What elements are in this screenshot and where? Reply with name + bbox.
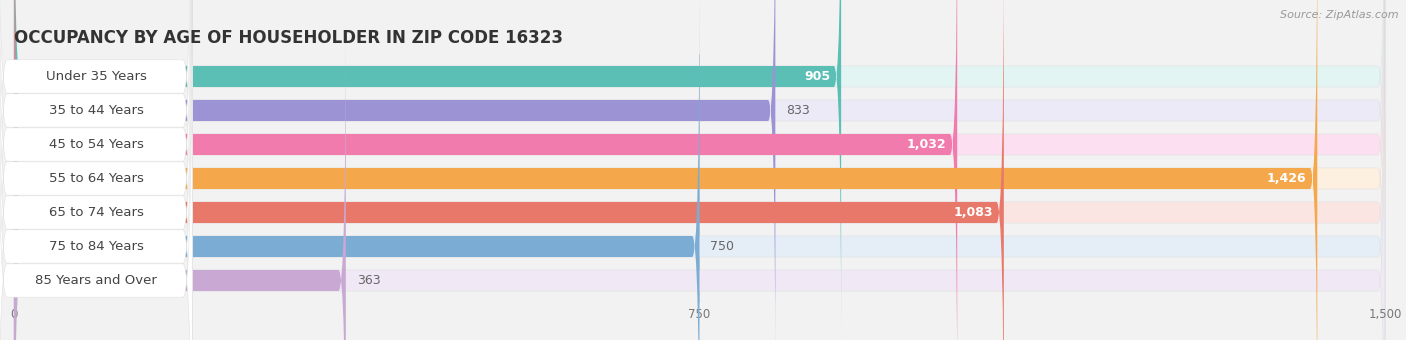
FancyBboxPatch shape <box>0 0 193 340</box>
FancyBboxPatch shape <box>0 0 193 340</box>
Text: 905: 905 <box>804 70 830 83</box>
FancyBboxPatch shape <box>0 0 193 340</box>
FancyBboxPatch shape <box>14 0 1385 340</box>
Text: 45 to 54 Years: 45 to 54 Years <box>49 138 143 151</box>
FancyBboxPatch shape <box>14 0 1317 340</box>
FancyBboxPatch shape <box>0 0 193 340</box>
Text: Source: ZipAtlas.com: Source: ZipAtlas.com <box>1281 10 1399 20</box>
Text: 1,426: 1,426 <box>1267 172 1306 185</box>
FancyBboxPatch shape <box>14 0 1385 340</box>
FancyBboxPatch shape <box>14 0 1385 340</box>
FancyBboxPatch shape <box>0 0 193 340</box>
Text: OCCUPANCY BY AGE OF HOUSEHOLDER IN ZIP CODE 16323: OCCUPANCY BY AGE OF HOUSEHOLDER IN ZIP C… <box>14 29 562 47</box>
FancyBboxPatch shape <box>0 0 193 340</box>
FancyBboxPatch shape <box>14 0 1385 340</box>
Text: 1,032: 1,032 <box>907 138 946 151</box>
FancyBboxPatch shape <box>14 0 841 338</box>
Text: 85 Years and Over: 85 Years and Over <box>35 274 157 287</box>
Text: Under 35 Years: Under 35 Years <box>46 70 146 83</box>
FancyBboxPatch shape <box>0 0 193 340</box>
FancyBboxPatch shape <box>14 0 1385 338</box>
FancyBboxPatch shape <box>14 0 775 340</box>
Text: 833: 833 <box>786 104 810 117</box>
Text: 75 to 84 Years: 75 to 84 Years <box>49 240 143 253</box>
Text: 65 to 74 Years: 65 to 74 Years <box>49 206 143 219</box>
Text: 35 to 44 Years: 35 to 44 Years <box>49 104 143 117</box>
Text: 55 to 64 Years: 55 to 64 Years <box>49 172 143 185</box>
Text: 363: 363 <box>357 274 381 287</box>
FancyBboxPatch shape <box>14 0 957 340</box>
FancyBboxPatch shape <box>14 0 700 340</box>
Text: 1,083: 1,083 <box>953 206 993 219</box>
FancyBboxPatch shape <box>14 0 1004 340</box>
FancyBboxPatch shape <box>14 0 1385 340</box>
FancyBboxPatch shape <box>14 19 346 340</box>
FancyBboxPatch shape <box>14 19 1385 340</box>
Text: 750: 750 <box>710 240 734 253</box>
